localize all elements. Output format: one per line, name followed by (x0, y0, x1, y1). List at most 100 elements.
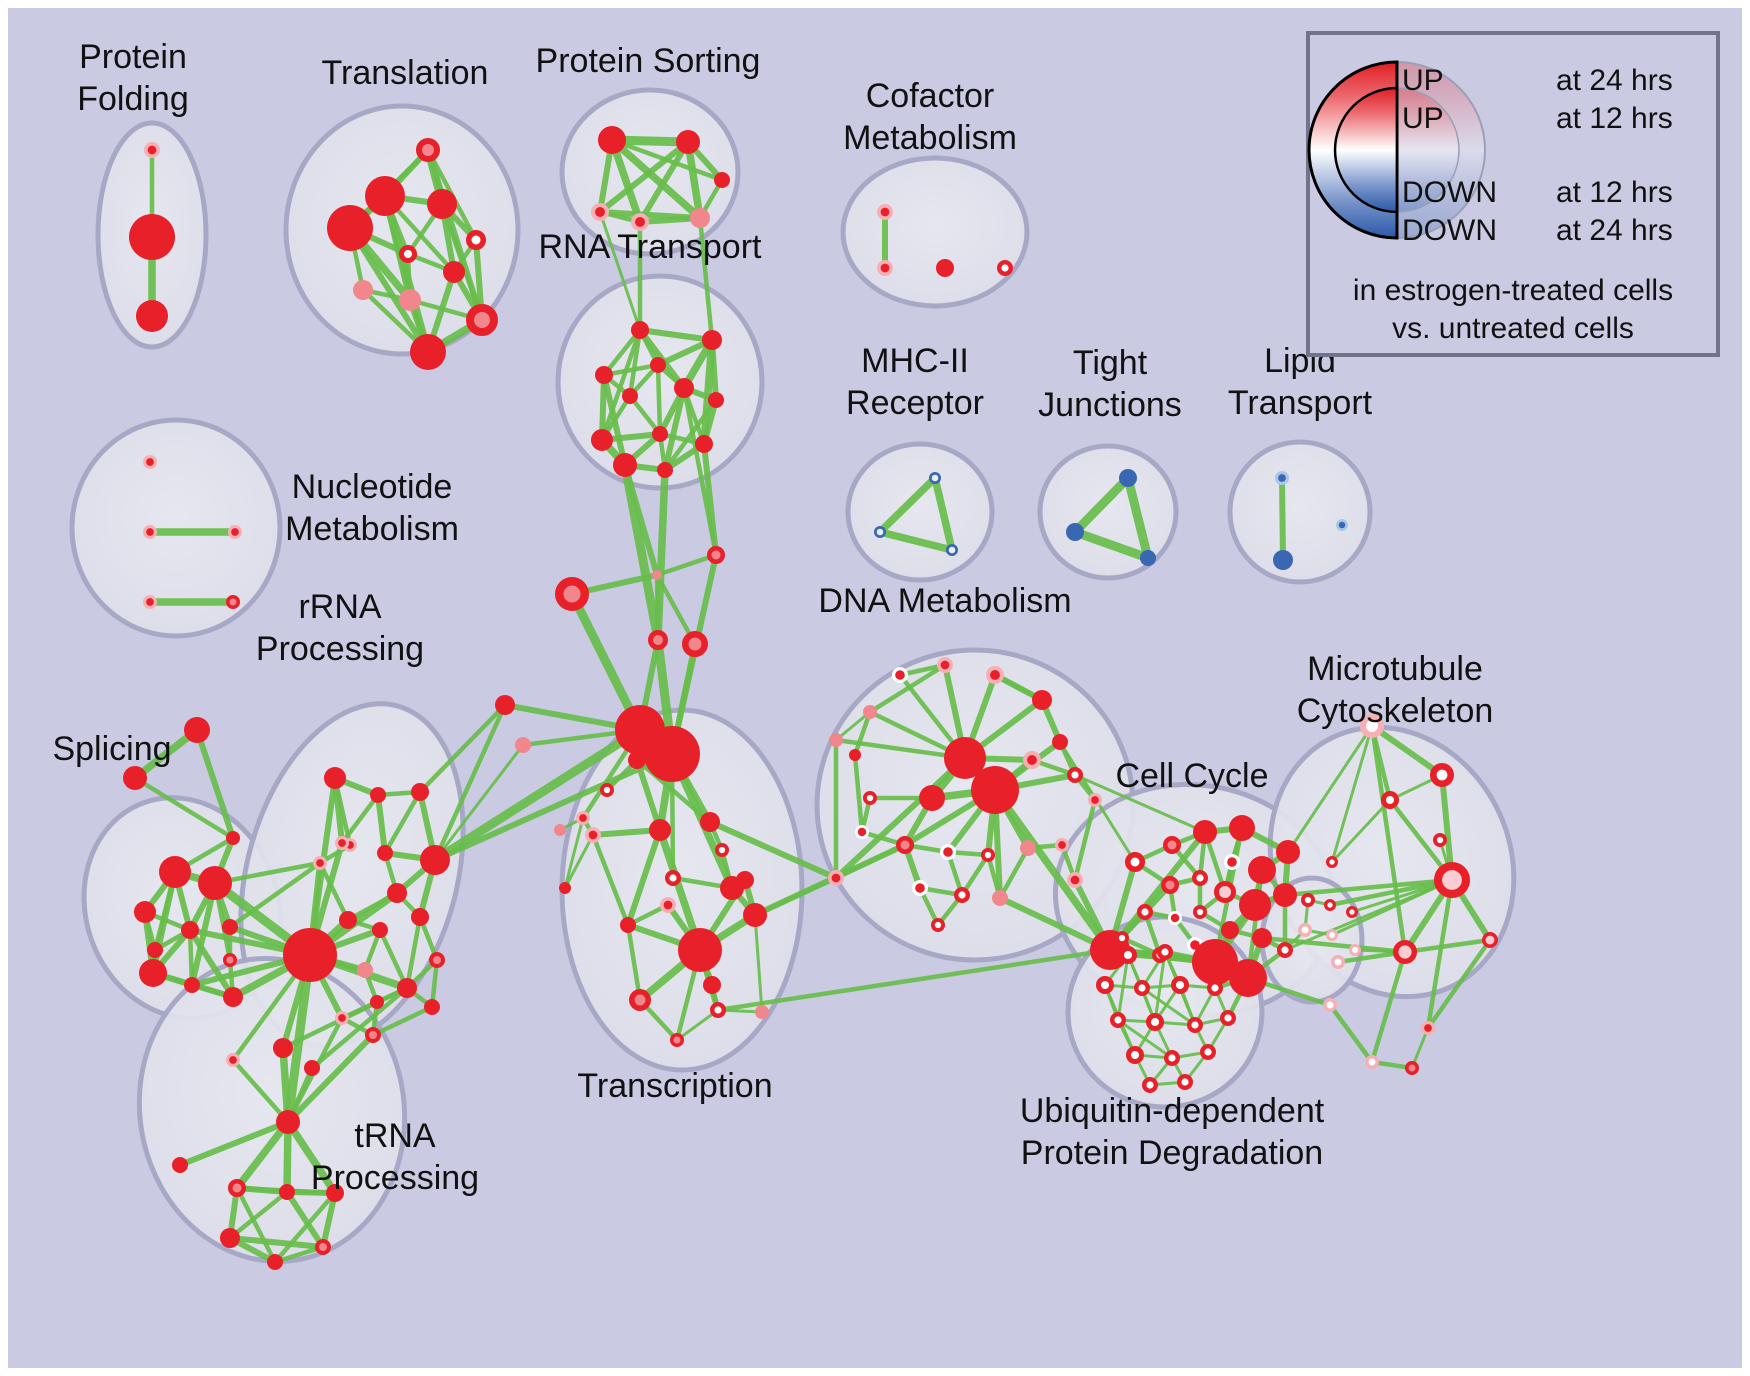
cluster-label-trna-processing: tRNA (354, 1117, 436, 1155)
legend-footnote-line-1: in estrogen-treated cells (1353, 274, 1673, 307)
network-node (599, 782, 614, 797)
edge-line (432, 751, 675, 863)
network-node (1032, 690, 1052, 710)
edge-line (876, 474, 939, 536)
network-node (628, 751, 646, 769)
legend: UP at 24 hrs UP at 12 hrs DOWN at 12 hrs DOWN a… (1306, 31, 1720, 357)
cluster-label-cell-cycle: Cell Cycle (1115, 757, 1268, 795)
network-node (1115, 930, 1130, 945)
edge-line (654, 572, 698, 647)
network-node (495, 695, 515, 715)
network-node (1052, 734, 1068, 750)
edge-line (377, 927, 410, 991)
cluster-label-nucleotide-metabolism: Metabolism (285, 510, 459, 548)
edge-line (1072, 797, 1098, 883)
network-node (678, 928, 722, 972)
network-node (1168, 911, 1183, 926)
network-node (1163, 836, 1181, 854)
network-node (650, 357, 666, 373)
network-node (1170, 975, 1189, 994)
network-node (1392, 940, 1417, 965)
edge-line (608, 136, 704, 222)
network-node (134, 901, 156, 923)
network-node (1156, 944, 1173, 961)
network-node (1221, 921, 1239, 939)
network-node (429, 952, 445, 968)
network-node (855, 825, 870, 840)
network-node (144, 142, 161, 159)
network-node (631, 212, 650, 231)
network-node (1323, 998, 1337, 1012)
network-node (591, 429, 613, 451)
network-node (1118, 945, 1137, 964)
network-node (372, 922, 388, 938)
legend-direction-0: UP (1402, 64, 1444, 97)
network-node (649, 819, 671, 841)
edge-line (601, 362, 661, 378)
network-node (1087, 793, 1102, 808)
network-node (1326, 929, 1338, 941)
edge-line (272, 1190, 338, 1265)
network-node (377, 845, 393, 861)
edge-line (132, 775, 236, 841)
edge-line (320, 1190, 338, 1250)
network-node (714, 842, 729, 857)
network-node (1020, 840, 1036, 856)
network-node (1298, 923, 1312, 937)
network-node (1066, 767, 1083, 784)
edge-line (1282, 877, 1455, 898)
network-node (129, 214, 175, 260)
network-node (980, 847, 995, 862)
legend-direction-1: UP (1402, 102, 1444, 135)
network-node (1335, 518, 1348, 531)
network-node (226, 831, 240, 845)
edge-line (991, 786, 1114, 954)
network-node (1365, 1055, 1379, 1069)
network-node (659, 896, 676, 913)
network-node (1023, 751, 1042, 770)
network-node (919, 785, 945, 811)
edge-line (684, 138, 704, 222)
edge-line (1283, 878, 1454, 952)
edge-line (662, 385, 687, 473)
edge-line (347, 225, 431, 355)
network-node (736, 871, 754, 889)
cluster-ellipse-nucleotide-metabolism (69, 417, 283, 639)
network-node (1276, 942, 1293, 959)
edge-line (283, 950, 315, 1127)
edge-line (187, 927, 195, 988)
network-node (584, 826, 601, 843)
edge-line (1402, 937, 1493, 955)
network-node (1133, 980, 1150, 997)
network-node (142, 595, 157, 610)
edge-line (1286, 724, 1374, 854)
network-node (1199, 1043, 1216, 1060)
legend-time-2: at 12 hrs (1556, 176, 1673, 209)
network-node (1193, 820, 1217, 844)
network-node (227, 525, 242, 540)
edge-line (375, 792, 388, 856)
cluster-label-rrna-processing: Processing (256, 630, 424, 668)
network-node (223, 953, 237, 967)
edge-line (833, 737, 968, 761)
network-node (1346, 906, 1359, 919)
network-node (743, 903, 767, 927)
network-node (313, 856, 328, 871)
network-node (576, 811, 591, 826)
edge-line (1070, 527, 1153, 563)
network-node (1067, 871, 1084, 888)
legend-footnote-line-2: vs. untreated cells (1392, 312, 1634, 345)
cluster-label-rna-transport: RNA Transport (539, 228, 763, 266)
network-node (622, 388, 638, 404)
edge-line (655, 362, 663, 437)
network-node (1192, 939, 1238, 985)
network-node (911, 879, 928, 896)
edge-line (834, 710, 872, 742)
network-node (1273, 550, 1293, 570)
network-node (891, 666, 908, 683)
network-node (1420, 1021, 1435, 1036)
network-node (1125, 852, 1145, 872)
network-node (936, 259, 954, 277)
edge-line (1369, 723, 1408, 955)
network-node (370, 995, 384, 1009)
